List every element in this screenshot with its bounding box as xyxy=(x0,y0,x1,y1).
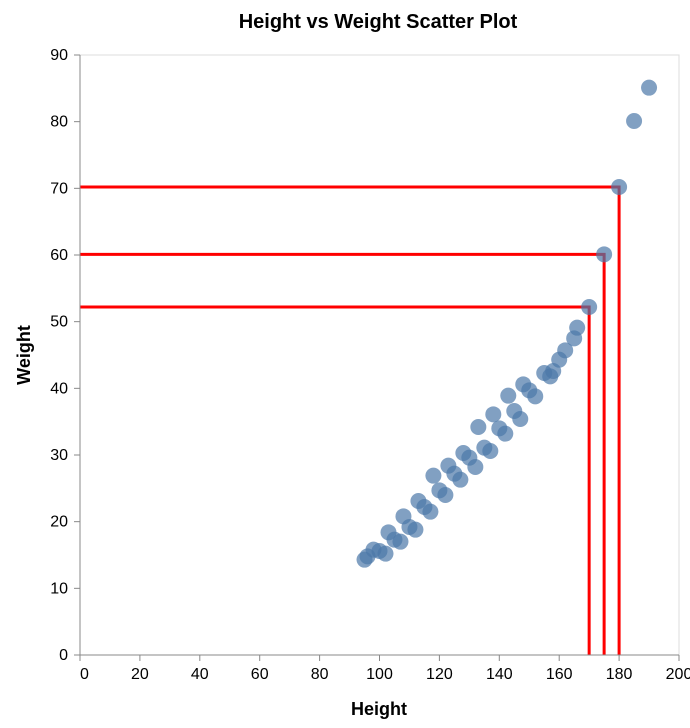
x-tick-label: 140 xyxy=(486,666,513,683)
x-tick-label: 80 xyxy=(311,666,329,683)
y-tick-label: 80 xyxy=(50,114,68,131)
x-tick-label: 20 xyxy=(131,666,149,683)
x-tick-label: 40 xyxy=(191,666,209,683)
x-tick-label: 160 xyxy=(546,666,573,683)
data-point xyxy=(626,113,643,129)
y-tick-label: 50 xyxy=(50,314,68,331)
x-tick-label: 60 xyxy=(251,666,269,683)
data-point xyxy=(452,471,469,488)
data-point xyxy=(422,503,439,520)
data-point xyxy=(470,419,487,435)
y-tick-label: 60 xyxy=(50,247,68,264)
data-point xyxy=(527,388,544,405)
y-tick-label: 0 xyxy=(59,647,68,664)
x-tick-label: 180 xyxy=(606,666,633,683)
reference-line xyxy=(80,185,621,655)
chart-title: Height vs Weight Scatter Plot xyxy=(239,11,518,33)
reference-line xyxy=(80,252,606,655)
data-point xyxy=(377,545,394,562)
y-tick-label: 10 xyxy=(50,580,68,597)
x-tick-label: 100 xyxy=(366,666,393,683)
data-point xyxy=(596,246,613,263)
y-tick-label: 40 xyxy=(50,380,68,397)
y-axis-title: Weight xyxy=(14,325,34,385)
y-tick-label: 30 xyxy=(50,447,68,464)
data-point xyxy=(497,425,514,442)
reference-lines xyxy=(80,185,621,655)
y-axis: 0 10 20 30 40 50 60 70 80 90 xyxy=(50,47,81,664)
y-tick-label: 70 xyxy=(50,180,68,197)
x-tick-label: 200 xyxy=(666,666,690,683)
data-point xyxy=(425,467,442,484)
data-point xyxy=(485,406,502,423)
data-point xyxy=(581,299,598,315)
data-point xyxy=(557,342,574,359)
data-point xyxy=(437,487,454,503)
data-point xyxy=(407,521,424,538)
data-point xyxy=(641,79,658,96)
x-tick-label: 0 xyxy=(80,666,89,683)
data-point xyxy=(500,387,517,404)
data-point xyxy=(392,533,409,550)
data-point xyxy=(611,179,628,195)
reference-line xyxy=(80,305,591,655)
x-axis: 0 20 40 60 80 100 120 140 160 180 200 xyxy=(79,654,690,683)
data-point xyxy=(512,411,529,427)
data-points xyxy=(356,79,658,568)
data-point xyxy=(467,459,484,475)
data-point xyxy=(569,319,586,336)
y-tick-label: 90 xyxy=(50,47,68,64)
y-tick-label: 20 xyxy=(50,514,68,531)
data-point xyxy=(482,443,499,459)
x-tick-label: 120 xyxy=(426,666,453,683)
x-axis-title: Height xyxy=(351,699,407,719)
